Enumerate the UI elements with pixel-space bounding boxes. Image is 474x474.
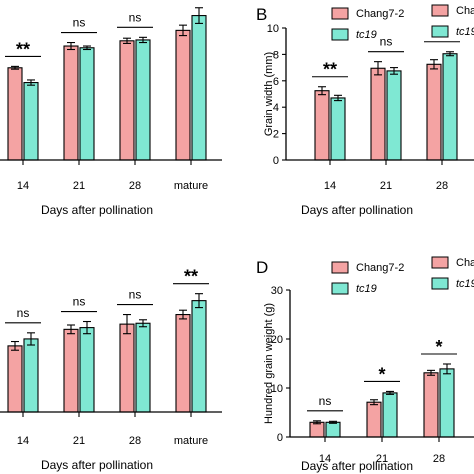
bar-tc19-14 bbox=[23, 82, 39, 161]
legend-swatch bbox=[431, 4, 449, 17]
y-tick-label: 8 bbox=[273, 49, 279, 61]
x-tick-label: 21 bbox=[73, 180, 85, 192]
bar-tc19-21 bbox=[382, 392, 398, 438]
x-axis-label: Days after pollination bbox=[301, 203, 413, 217]
bar-chang7-2-14 bbox=[314, 90, 330, 161]
legend-label: tc19 bbox=[356, 283, 377, 295]
y-tick-label: 30 bbox=[271, 285, 283, 297]
significance-label: * bbox=[378, 364, 385, 384]
panel-label: B bbox=[256, 5, 267, 24]
significance-label: ** bbox=[323, 60, 337, 80]
y-tick-label: 10 bbox=[271, 383, 283, 395]
x-tick-label: mature bbox=[174, 435, 208, 447]
x-tick-label: 28 bbox=[433, 453, 445, 465]
significance-label: ns bbox=[319, 394, 332, 408]
bar-tc19-mature bbox=[191, 300, 207, 413]
x-tick-label: mature bbox=[174, 180, 208, 192]
y-tick-label: 2 bbox=[273, 129, 279, 141]
significance-label: * bbox=[435, 337, 442, 357]
legend-label: Chang7-2 bbox=[356, 8, 404, 20]
bar-chang7-2-21 bbox=[370, 67, 386, 161]
legend-label: tc19 bbox=[456, 278, 474, 290]
legend-label: tc19 bbox=[456, 26, 474, 38]
bar-tc19-21 bbox=[79, 327, 95, 413]
bar-chang7-2-28 bbox=[119, 323, 135, 413]
bar-chang7-2-mature bbox=[175, 29, 191, 161]
y-tick-label: 20 bbox=[271, 334, 283, 346]
bar-tc19-14 bbox=[23, 338, 39, 413]
significance-label: ** bbox=[16, 39, 30, 59]
bar-tc19-28 bbox=[135, 322, 151, 413]
x-tick-label: 28 bbox=[129, 435, 141, 447]
bar-tc19-14 bbox=[330, 97, 346, 161]
x-tick-label: 14 bbox=[324, 180, 336, 192]
legend-label: Chang7-2 bbox=[456, 5, 474, 17]
legend-swatch bbox=[431, 277, 449, 290]
significance-label: ns bbox=[129, 288, 142, 302]
x-tick-label: 14 bbox=[319, 453, 331, 465]
y-axis-label: Hundred grain weight (g) bbox=[263, 303, 275, 424]
y-tick-label: 0 bbox=[277, 432, 283, 444]
y-tick-label: 6 bbox=[273, 76, 279, 88]
legend-label: tc19 bbox=[356, 29, 377, 41]
bar-tc19-14 bbox=[325, 421, 341, 438]
y-tick-label: 0 bbox=[273, 155, 279, 167]
x-axis-label: Days after pollination bbox=[301, 459, 413, 473]
panel-label: D bbox=[256, 258, 268, 277]
significance-label: ns bbox=[17, 306, 30, 320]
x-tick-label: 21 bbox=[73, 435, 85, 447]
bar-chang7-2-21 bbox=[63, 328, 79, 413]
bar-chang7-2-28 bbox=[423, 372, 439, 438]
y-tick-label: 10 bbox=[267, 23, 279, 35]
significance-label: ns bbox=[380, 35, 393, 49]
legend-swatch bbox=[331, 261, 349, 274]
legend-swatch bbox=[431, 256, 449, 269]
y-axis-label: Grain width (mm) bbox=[263, 52, 275, 136]
significance-label: ns bbox=[129, 10, 142, 24]
bar-chang7-2-21 bbox=[366, 401, 382, 438]
x-tick-label: 28 bbox=[129, 180, 141, 192]
significance-label: ns bbox=[73, 295, 86, 309]
bar-chang7-2-mature bbox=[175, 314, 191, 413]
bar-chang7-2-14 bbox=[7, 345, 23, 413]
bar-tc19-mature bbox=[191, 15, 207, 161]
bar-chang7-2-14 bbox=[7, 67, 23, 161]
x-tick-label: 14 bbox=[17, 435, 29, 447]
bar-chang7-2-14 bbox=[309, 421, 325, 438]
bar-chang7-2-21 bbox=[63, 45, 79, 161]
legend-label: Chang7-2 bbox=[356, 262, 404, 274]
bar-chang7-2-28 bbox=[426, 63, 442, 161]
x-tick-label: 21 bbox=[376, 453, 388, 465]
legend-swatch bbox=[331, 28, 349, 41]
legend-label: Chang7-2 bbox=[456, 257, 474, 269]
y-tick-label: 4 bbox=[273, 102, 279, 114]
bar-tc19-21 bbox=[386, 70, 402, 161]
significance-label: ns bbox=[73, 16, 86, 30]
bar-chang7-2-28 bbox=[119, 40, 135, 161]
significance-label: ** bbox=[184, 0, 198, 1]
x-tick-label: 28 bbox=[436, 180, 448, 192]
legend-swatch bbox=[431, 25, 449, 38]
bar-tc19-28 bbox=[135, 39, 151, 161]
bar-tc19-28 bbox=[439, 368, 455, 438]
x-axis-label: Days after pollination bbox=[41, 203, 153, 217]
bar-tc19-21 bbox=[79, 47, 95, 161]
significance-label: ** bbox=[184, 267, 198, 287]
legend-swatch bbox=[331, 282, 349, 295]
x-tick-label: 14 bbox=[17, 180, 29, 192]
bar-tc19-28 bbox=[442, 53, 458, 161]
legend-swatch bbox=[331, 7, 349, 20]
x-tick-label: 21 bbox=[380, 180, 392, 192]
x-axis-label: Days after pollination bbox=[41, 458, 153, 472]
